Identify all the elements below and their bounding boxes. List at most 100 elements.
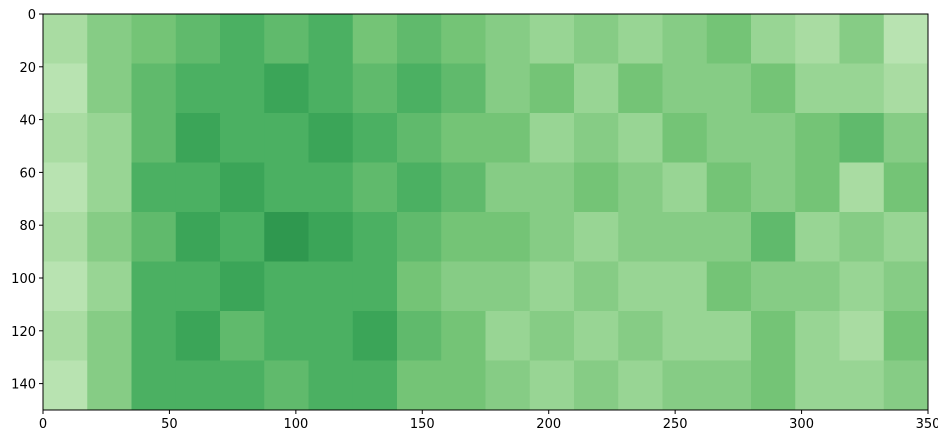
heatmap-cell <box>352 311 398 361</box>
heatmap-cell <box>175 162 221 213</box>
heatmap-cell <box>87 63 132 114</box>
heatmap-cell <box>352 261 398 312</box>
heatmap-cell <box>795 63 840 114</box>
heatmap-cell <box>220 360 265 411</box>
heatmap-cell <box>618 113 663 163</box>
heatmap-cell <box>175 360 221 411</box>
heatmap-cell <box>397 14 442 64</box>
heatmap-cell <box>131 311 177 361</box>
heatmap-cell <box>308 261 354 312</box>
heatmap-cell <box>43 261 88 312</box>
heatmap-cell <box>706 162 752 213</box>
heatmap-cell <box>87 113 132 163</box>
heatmap-cell <box>839 113 885 163</box>
heatmap-cell <box>441 113 486 163</box>
heatmap-cell <box>795 261 840 312</box>
heatmap-cell <box>485 212 531 262</box>
heatmap-cell <box>264 360 309 411</box>
heatmap-cell <box>795 113 840 163</box>
heatmap-cell <box>574 360 619 411</box>
axes-frame <box>42 13 929 411</box>
x-tick-label: 250 <box>663 417 688 432</box>
heatmap-cell <box>574 113 619 163</box>
x-tick-label: 50 <box>161 417 178 432</box>
heatmap-cell <box>220 162 265 213</box>
heatmap-cell <box>618 212 663 262</box>
heatmap-cell <box>839 63 885 114</box>
heatmap-cell <box>175 14 221 64</box>
heatmap-cell <box>220 261 265 312</box>
heatmap-cell <box>751 311 796 361</box>
heatmap-cell <box>43 311 88 361</box>
heatmap-cell <box>441 261 486 312</box>
heatmap-cell <box>397 113 442 163</box>
heatmap-cell <box>751 162 796 213</box>
heatmap-cell <box>352 63 398 114</box>
heatmap-cell <box>485 14 531 64</box>
heatmap-cell <box>529 113 575 163</box>
heatmap-cell <box>751 261 796 312</box>
heatmap-cell <box>883 14 929 64</box>
heatmap-cell <box>574 162 619 213</box>
heatmap-cell <box>264 14 309 64</box>
heatmap-cell <box>131 63 177 114</box>
heatmap-cell <box>529 261 575 312</box>
heatmap-cell <box>175 311 221 361</box>
heatmap-cell <box>441 14 486 64</box>
heatmap-cell <box>795 14 840 64</box>
heatmap-cell <box>883 311 929 361</box>
heatmap-cell <box>618 162 663 213</box>
heatmap-cell <box>264 63 309 114</box>
heatmap-cell <box>883 212 929 262</box>
heatmap-cell <box>220 14 265 64</box>
heatmap-cell <box>574 14 619 64</box>
heatmap-cell <box>352 14 398 64</box>
y-tick-label: 140 <box>11 378 36 393</box>
heatmap-cell <box>883 261 929 312</box>
heatmap-cell <box>706 261 752 312</box>
heatmap-cell <box>43 113 88 163</box>
heatmap-cell <box>264 311 309 361</box>
heatmap-cell <box>485 311 531 361</box>
heatmap-cell <box>618 311 663 361</box>
heatmap-cell <box>87 212 132 262</box>
heatmap-cell <box>574 311 619 361</box>
y-tick-label: 60 <box>19 166 36 181</box>
heatmap-cell <box>397 360 442 411</box>
heatmap-cell <box>706 360 752 411</box>
heatmap-cell <box>662 162 708 213</box>
heatmap-cell <box>87 360 132 411</box>
heatmap-cell <box>883 360 929 411</box>
y-tick-label: 100 <box>11 272 36 287</box>
heatmap-cell <box>308 360 354 411</box>
heatmap-cell <box>308 311 354 361</box>
heatmap-cell <box>751 63 796 114</box>
heatmap-cell <box>397 311 442 361</box>
heatmap-cell <box>485 360 531 411</box>
heatmap-cell <box>352 113 398 163</box>
heatmap-cell <box>662 63 708 114</box>
heatmap-cell <box>131 360 177 411</box>
heatmap-cell <box>529 162 575 213</box>
heatmap-cell <box>87 162 132 213</box>
heatmap-cell <box>220 212 265 262</box>
heatmap-cell <box>839 311 885 361</box>
heatmap-cell <box>574 212 619 262</box>
heatmap-cell <box>839 14 885 64</box>
heatmap-cell <box>529 63 575 114</box>
heatmap-cell <box>175 63 221 114</box>
heatmap-cell <box>43 162 88 213</box>
heatmap-cell <box>220 311 265 361</box>
heatmap-cell <box>529 311 575 361</box>
y-tick-label: 80 <box>19 219 36 234</box>
heatmap-cell <box>264 212 309 262</box>
heatmap-cell <box>43 14 88 64</box>
heatmap-cell <box>441 360 486 411</box>
heatmap-cell <box>264 113 309 163</box>
heatmap-cell <box>618 14 663 64</box>
x-tick-label: 150 <box>410 417 435 432</box>
heatmap-cell <box>706 311 752 361</box>
heatmap-cell <box>43 63 88 114</box>
heatmap-cell <box>308 63 354 114</box>
